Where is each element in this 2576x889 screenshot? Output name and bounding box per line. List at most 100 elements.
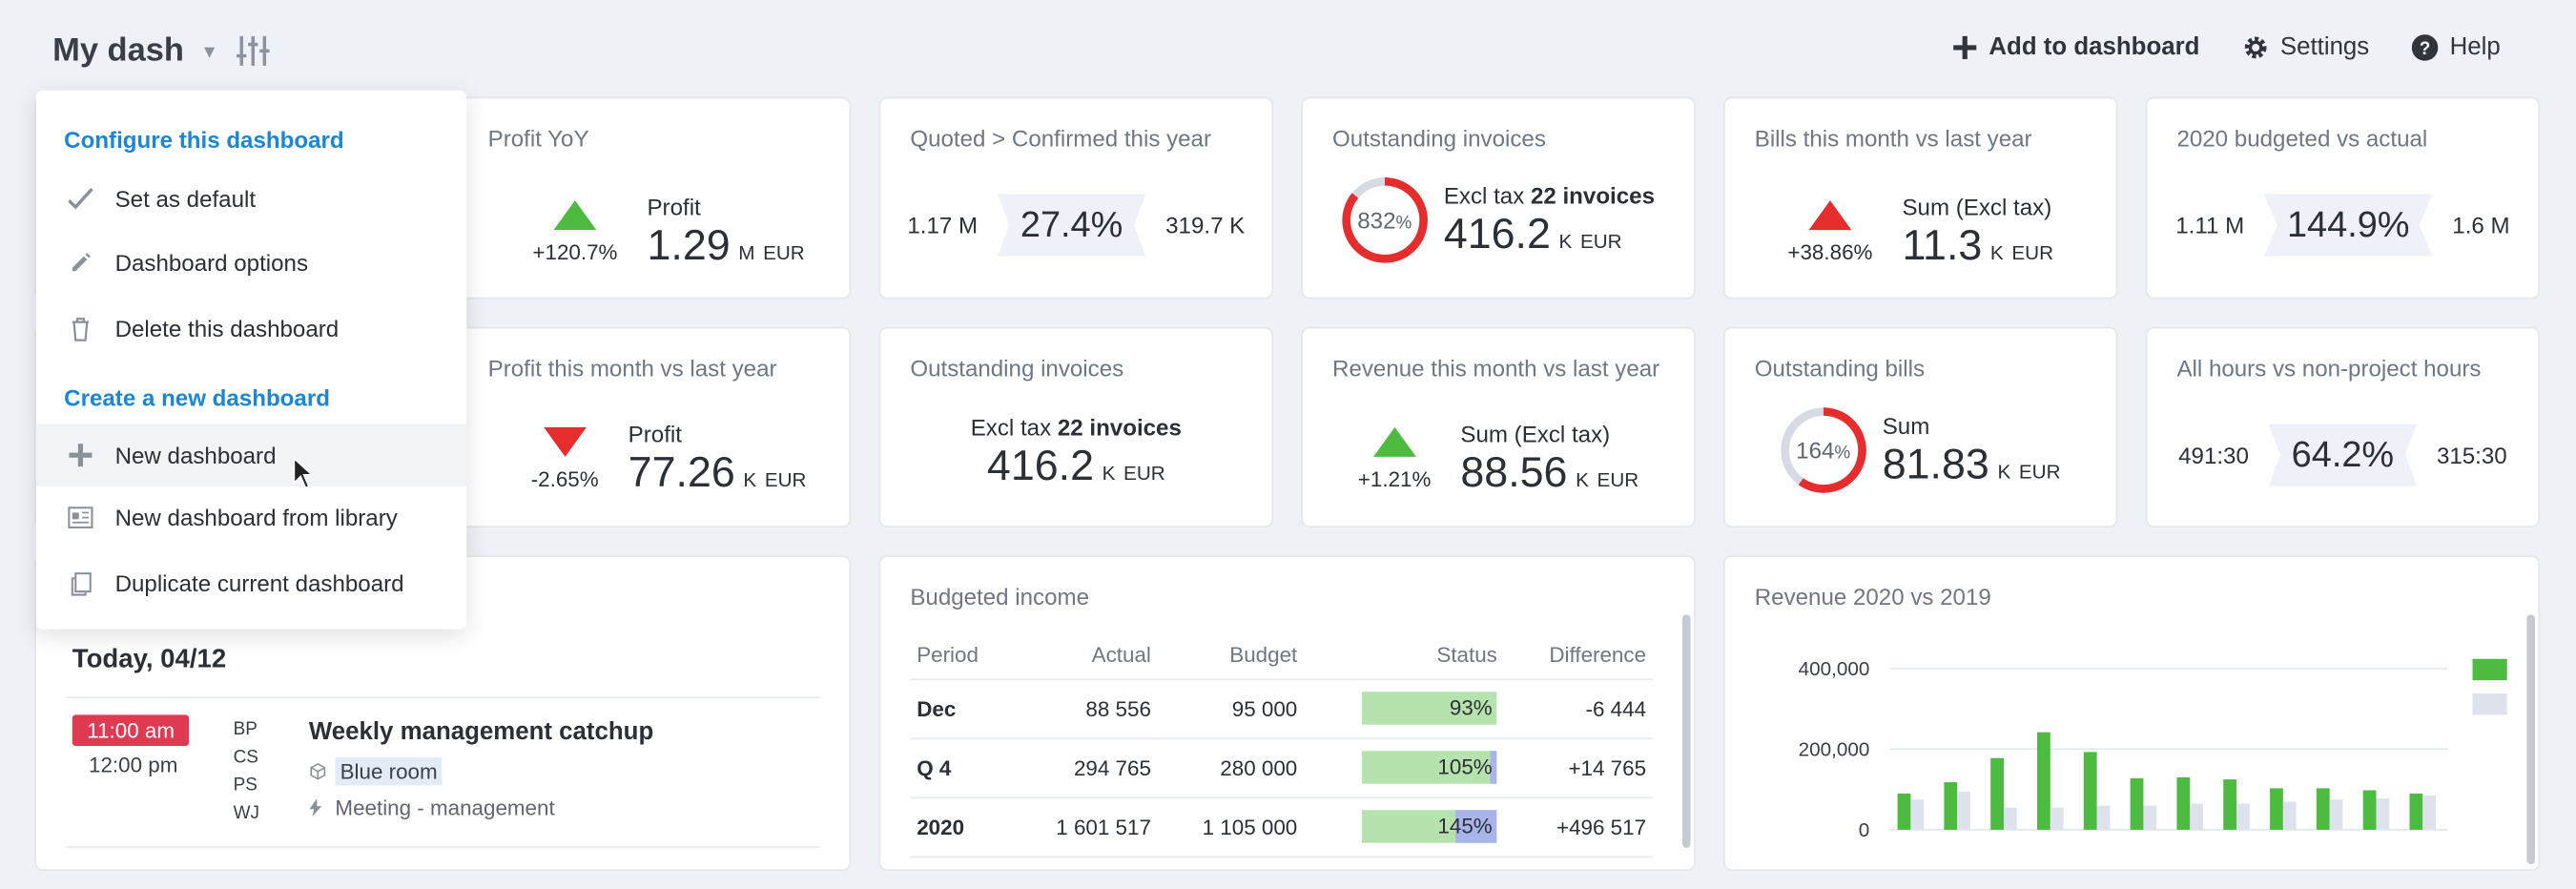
caret-down-icon[interactable]: ▼ (200, 41, 218, 62)
kpi-label: Profit (628, 420, 682, 447)
trend-down-icon (543, 426, 587, 457)
help-icon: ? (2412, 33, 2439, 60)
kpi-label: Sum (Excl tax) (1460, 420, 1611, 447)
menu-item-set-default[interactable]: Set as default (36, 168, 466, 230)
bar (2362, 790, 2377, 830)
add-to-dashboard-button[interactable]: Add to dashboard (1951, 32, 2199, 61)
card-budgeted-income[interactable]: Budgeted income Period Actual Budget Sta… (880, 556, 1695, 870)
donut-percent-sign: % (1395, 213, 1412, 234)
column-header[interactable]: Period (910, 631, 1012, 680)
status-bar: 145% (1362, 810, 1497, 843)
cell-actual: 294 765 (1011, 737, 1158, 798)
y-tick-label: 400,000 (1799, 658, 1870, 680)
card-title: Budgeted income (910, 583, 1090, 610)
attendee-initials: BP CS PS WJ (234, 716, 259, 828)
scrollbar[interactable] (1681, 614, 1691, 848)
change-percent: +1.21% (1357, 466, 1432, 492)
plus-icon (66, 441, 95, 470)
bar (2176, 776, 2191, 830)
table-row[interactable]: Q 4 294 765 280 000 105% +14 765 (910, 737, 1653, 798)
kpi-value: 416.2 (1443, 207, 1551, 258)
bar (2409, 793, 2423, 830)
menu-item-dashboard-options[interactable]: Dashboard options (36, 232, 466, 294)
bar-chart: 0 200,000 400,000 (1799, 658, 2507, 841)
menu-item-label: Dashboard options (114, 249, 309, 277)
change-percent: +38.86% (1787, 239, 1873, 265)
menu-item-new-dashboard[interactable]: New dashboard (35, 424, 467, 486)
dashboard-menu: Configure this dashboard Set as default … (35, 90, 467, 630)
bar (2422, 796, 2437, 830)
change-percent: +120.7% (532, 239, 618, 265)
event-start-time: 11:00 am (72, 714, 190, 747)
ratio-percent: 64.2% (2268, 424, 2418, 486)
progress-donut: 832% (1342, 177, 1428, 263)
bar (1944, 782, 1958, 830)
menu-item-delete-dashboard[interactable]: Delete this dashboard (36, 298, 466, 360)
ratio-percent: 144.9% (2263, 194, 2433, 257)
card-outstanding-invoices[interactable]: Outstanding invoices 832% Excl tax 22 in… (1303, 98, 1695, 298)
table-row[interactable]: 2020 1 601 517 1 105 000 145% +496 517 (910, 796, 1653, 858)
divider (65, 696, 820, 699)
kpi-currency: EUR (2011, 241, 2054, 265)
status-text: 93% (1449, 694, 1493, 720)
card-title: All hours vs non-project hours (2176, 355, 2482, 382)
menu-heading-configure: Configure this dashboard (64, 126, 344, 154)
trend-up-icon (1808, 200, 1852, 231)
scrollbar[interactable] (2526, 614, 2535, 865)
sliders-icon[interactable] (235, 32, 271, 69)
cell-period: Dec (910, 678, 1012, 739)
kpi-label: Profit (647, 194, 701, 220)
bar (2282, 801, 2297, 830)
column-header[interactable]: Difference (1503, 631, 1653, 680)
bar (2143, 805, 2157, 830)
legend-swatch (2472, 693, 2507, 715)
budget-table: Period Actual Budget Status Difference D… (910, 631, 1653, 858)
attendee-initial: CS (233, 747, 258, 768)
trend-up-icon (553, 200, 597, 231)
svg-text:?: ? (2420, 38, 2431, 58)
kpi-unit: K (1997, 459, 2011, 483)
card-outstanding-bills[interactable]: Outstanding bills 164% Sum 81.83 K EUR (1724, 328, 2116, 527)
mouse-cursor-icon (293, 456, 315, 489)
kpi-unit: K (1102, 462, 1116, 486)
card-hours[interactable]: All hours vs non-project hours 491:30 64… (2147, 328, 2539, 527)
cell-budget: 95 000 (1157, 678, 1305, 739)
pencil-icon (66, 248, 95, 278)
cell-difference: -6 444 (1503, 678, 1653, 739)
column-header[interactable]: Budget (1157, 631, 1305, 680)
card-title: 2020 budgeted vs actual (2176, 124, 2428, 152)
settings-button[interactable]: Settings (2242, 32, 2369, 61)
kpi-currency: EUR (763, 241, 805, 265)
menu-item-new-from-library[interactable]: New dashboard from library (36, 486, 466, 548)
bar (2376, 797, 2390, 830)
bolt-icon (309, 798, 322, 817)
cell-difference: +496 517 (1503, 796, 1653, 858)
y-tick-label: 200,000 (1799, 738, 1870, 760)
card-bills-month[interactable]: Bills this month vs last year +38.86% Su… (1724, 98, 2116, 298)
menu-item-label: Delete this dashboard (114, 315, 340, 342)
card-revenue-chart[interactable]: Revenue 2020 vs 2019 0 200,000 400,000 (1724, 556, 2539, 870)
kpi-currency: EUR (1579, 229, 1622, 253)
ratio-percent: 27.4% (997, 194, 1146, 257)
calendar-day: Today, 04/12 (72, 645, 227, 674)
kpi-currency: EUR (764, 467, 807, 492)
card-quoted-confirmed[interactable]: Quoted > Confirmed this year 1.17 M 27.4… (880, 98, 1272, 298)
card-outstanding-invoices-2[interactable]: Outstanding invoices Excl tax 22 invoice… (880, 328, 1272, 527)
table-row[interactable]: Dec 88 556 95 000 93% -6 444 (910, 678, 1653, 739)
divider (65, 846, 820, 848)
card-revenue-month[interactable]: Revenue this month vs last year +1.21% S… (1303, 328, 1695, 527)
plus-icon (1952, 35, 1976, 59)
column-header[interactable]: Actual (1011, 631, 1158, 680)
help-button[interactable]: ? Help (2412, 32, 2501, 61)
check-icon (66, 184, 95, 214)
event-title[interactable]: Weekly management catchup (308, 717, 654, 747)
legend-swatch (2472, 658, 2507, 681)
menu-item-duplicate-dashboard[interactable]: Duplicate current dashboard (36, 552, 466, 614)
event-room: Blue room (335, 757, 443, 786)
card-budgeted-actual[interactable]: 2020 budgeted vs actual 1.11 M 144.9% 1.… (2147, 98, 2539, 298)
bar (2003, 807, 2017, 830)
card-title: Bills this month vs last year (1754, 124, 2032, 152)
dashboard-title[interactable]: My dash ▼ (52, 32, 218, 71)
column-header[interactable]: Status (1304, 631, 1504, 680)
bar (2270, 788, 2283, 830)
